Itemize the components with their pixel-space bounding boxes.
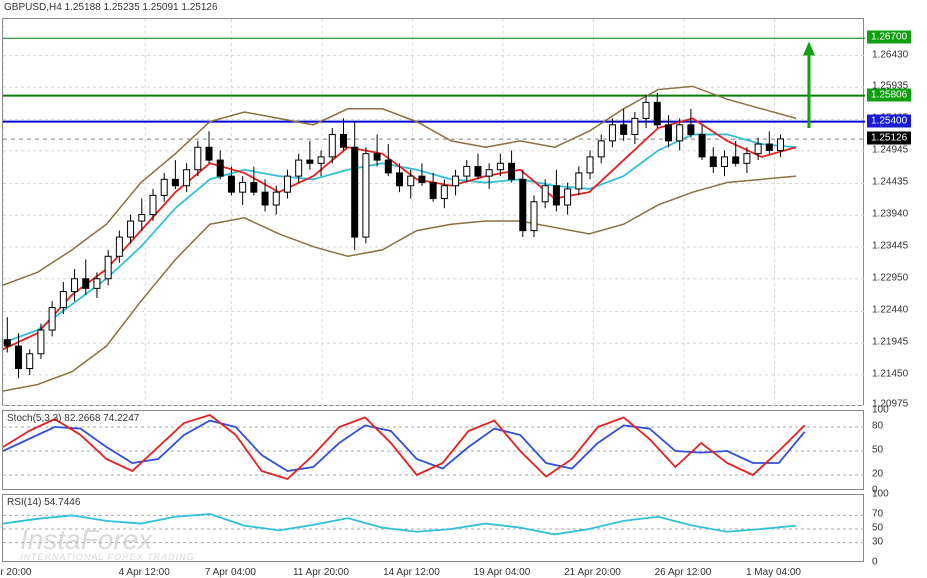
x-tick-label: 1 May 04:00	[746, 567, 801, 578]
y-tick-label: 1.23940	[872, 209, 908, 220]
time-axis: 23 Mar 20:00 4 Apr 12:00 7 Apr 04:00 11 Apr…	[2, 564, 864, 578]
price-chart-svg	[3, 19, 865, 407]
y-tick-label: 1.24945	[872, 144, 908, 155]
price-tag: 1.25126	[867, 132, 911, 145]
stoch-tick: 100	[872, 405, 889, 416]
x-tick-label: 23 Mar 20:00	[0, 567, 31, 578]
stoch-tick: 50	[872, 445, 883, 456]
stochastic-panel[interactable]: Stoch(5,3,3) 82.2668 74.2247	[2, 410, 864, 490]
stoch-tick: 20	[872, 469, 883, 480]
stoch-tick: 80	[872, 421, 883, 432]
symbol-label: GBPUSD,H4	[4, 2, 62, 13]
y-tick-label: 1.22950	[872, 272, 908, 283]
price-tag: 1.26700	[867, 31, 911, 44]
chart-header: GBPUSD,H4 1.25188 1.25235 1.25091 1.2512…	[4, 2, 218, 13]
rsi-label: RSI(14) 54.7446	[7, 497, 80, 508]
rsi-tick: 30	[872, 536, 883, 547]
y-tick-label: 1.24435	[872, 177, 908, 188]
x-tick-label: 26 Apr 12:00	[655, 567, 712, 578]
y-tick-label: 1.21450	[872, 368, 908, 379]
x-tick-label: 4 Apr 12:00	[119, 567, 170, 578]
ohlc-label: 1.25188 1.25235 1.25091 1.25126	[65, 2, 218, 13]
x-tick-label: 21 Apr 20:00	[564, 567, 621, 578]
rsi-svg	[3, 495, 865, 563]
x-tick-label: 11 Apr 20:00	[293, 567, 349, 578]
price-tag: 1.25806	[867, 88, 911, 101]
rsi-y-axis: 0305070100	[867, 494, 927, 562]
price-tag: 1.25400	[867, 114, 911, 127]
y-tick-label: 1.23445	[872, 240, 908, 251]
rsi-tick: 70	[872, 509, 883, 520]
price-chart[interactable]	[2, 18, 864, 406]
rsi-tick: 0	[872, 557, 878, 568]
rsi-tick: 100	[872, 489, 889, 500]
x-tick-label: 14 Apr 12:00	[383, 567, 440, 578]
chart-root: GBPUSD,H4 1.25188 1.25235 1.25091 1.2512…	[0, 0, 927, 570]
stoch-y-axis: 0205080100	[867, 410, 927, 490]
stoch-label: Stoch(5,3,3) 82.2668 74.2247	[7, 413, 139, 424]
x-tick-label: 7 Apr 04:00	[205, 567, 256, 578]
rsi-tick: 50	[872, 523, 883, 534]
rsi-panel[interactable]: RSI(14) 54.7446	[2, 494, 864, 562]
y-tick-label: 1.22440	[872, 305, 908, 316]
price-y-axis: 1.209751.214501.219451.224401.229501.234…	[867, 18, 927, 406]
y-tick-label: 1.26430	[872, 49, 908, 60]
y-tick-label: 1.21945	[872, 337, 908, 348]
x-tick-label: 19 Apr 04:00	[474, 567, 531, 578]
